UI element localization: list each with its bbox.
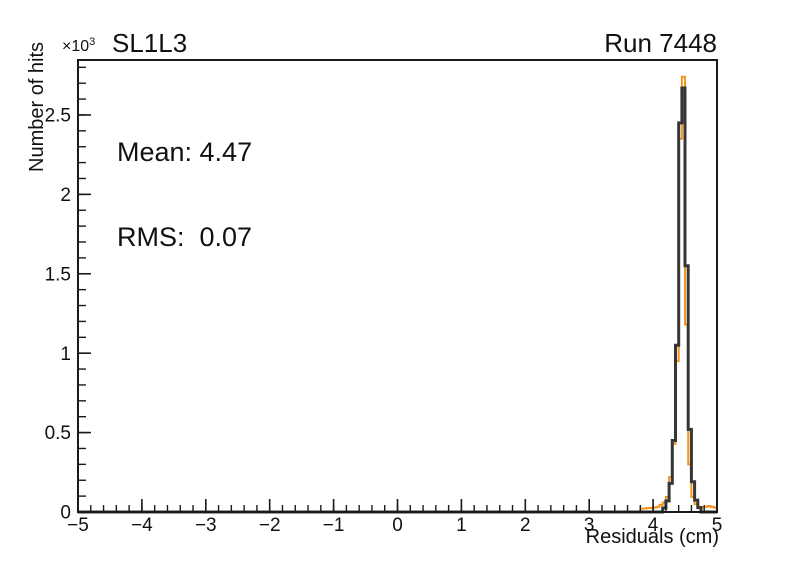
stat-rms: RMS: 0.07 (117, 222, 253, 252)
x-tick-label: 1 (456, 515, 467, 536)
power-exponent: 3 (89, 36, 96, 48)
y-tick-label: 2 (60, 185, 71, 206)
x-tick-label: −2 (259, 515, 281, 536)
x-tick-label: −5 (67, 515, 89, 536)
x-axis-title: Residuals (cm) (585, 526, 719, 548)
histogram-title: SL1L3 (112, 28, 188, 58)
power-base: ×10 (62, 38, 90, 55)
y-axis-power-label: ×103 (62, 37, 95, 55)
y-tick-label: 1 (60, 344, 71, 365)
x-tick-label: 3 (584, 515, 595, 536)
y-tick-label: 0 (60, 503, 71, 524)
stats-box: Mean: 4.47 RMS: 0.07 (117, 85, 252, 309)
y-tick-label: 1.5 (45, 264, 71, 285)
x-tick-label: −4 (131, 515, 153, 536)
reference-histogram-path (78, 86, 717, 514)
y-tick-label: 2.5 (45, 106, 71, 127)
x-tick-label: 2 (520, 515, 531, 536)
x-tick-label: −1 (323, 515, 345, 536)
x-tick-label: 4 (648, 515, 659, 536)
x-tick-label: −3 (195, 515, 217, 536)
y-axis-title: Number of hits (26, 41, 48, 172)
plot-frame (77, 59, 718, 513)
stat-mean: Mean: 4.47 (117, 137, 253, 167)
y-tick-label: 0.5 (45, 423, 71, 444)
x-tick-label: 5 (712, 515, 723, 536)
run-title: Run 7448 (604, 28, 717, 58)
x-tick-label: 0 (392, 515, 403, 536)
